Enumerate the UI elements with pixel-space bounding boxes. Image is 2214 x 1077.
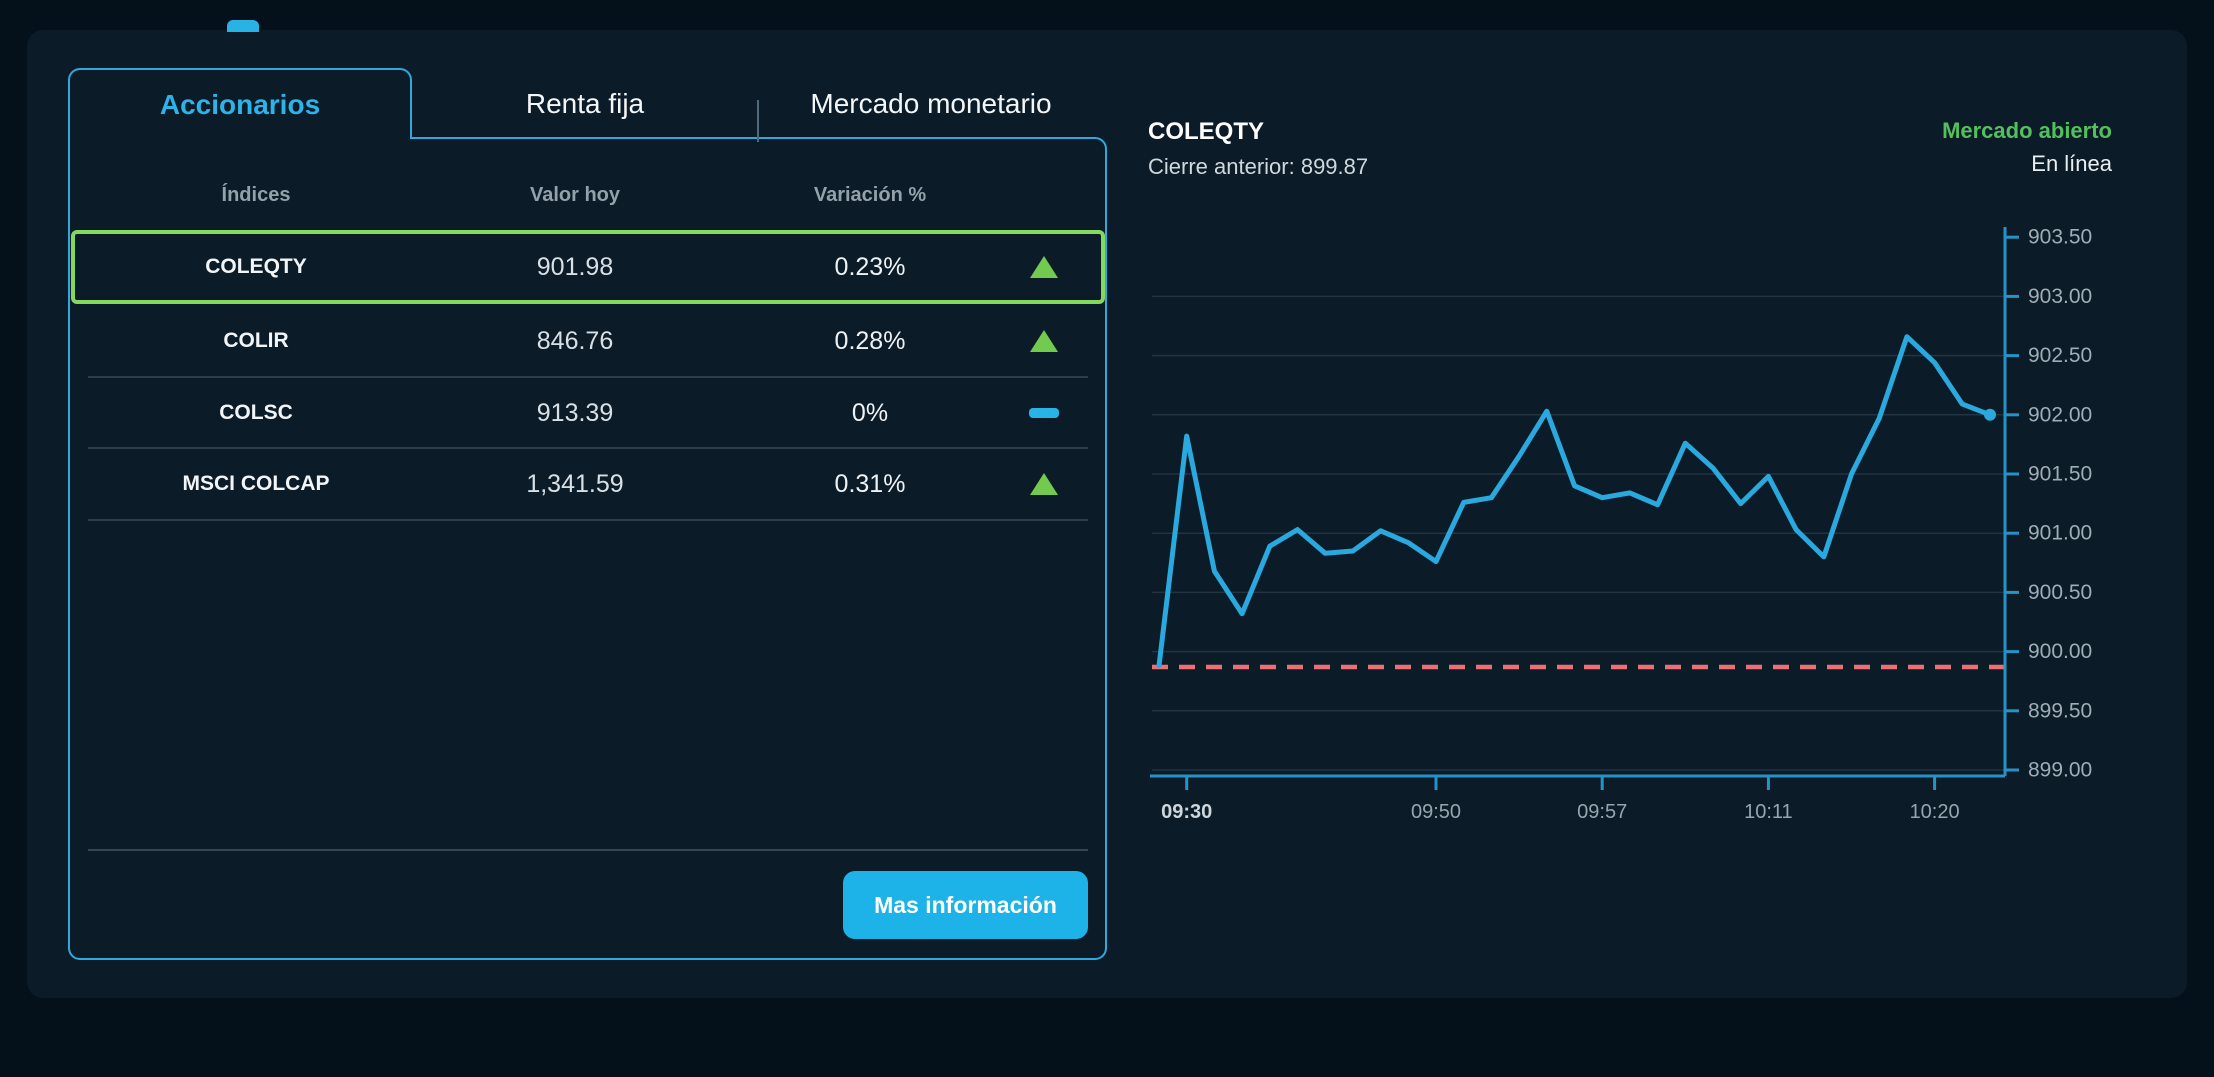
indices-panel <box>68 137 1107 960</box>
market-status-badge: Mercado abierto <box>1942 118 2112 143</box>
x-axis-label: 09:57 <box>1577 801 1627 823</box>
selected-row-highlight <box>71 230 1105 304</box>
index-change: 0.28% <box>834 327 906 355</box>
mas-informacion-button[interactable]: Mas información <box>843 871 1088 939</box>
chart-title: COLEQTY <box>1148 118 1265 145</box>
index-name: COLEQTY <box>205 255 307 278</box>
tab-accionarios[interactable]: Accionarios <box>68 68 412 139</box>
y-axis-label: 901.00 <box>2028 522 2092 545</box>
triangle-up-icon <box>1030 256 1058 278</box>
x-axis-label: 09:50 <box>1411 801 1461 823</box>
last-price-marker <box>1984 408 1996 421</box>
tab-mercado-monetario[interactable]: Mercado monetario <box>810 88 1052 119</box>
triangle-up-icon <box>1030 473 1058 495</box>
y-axis-label: 900.00 <box>2028 640 2092 663</box>
index-name: COLSC <box>219 401 293 424</box>
table-row-coleqty[interactable]: COLEQTY 901.98 0.23% <box>70 231 1105 303</box>
y-axis-label: 901.50 <box>2028 463 2092 486</box>
y-axis-label: 900.50 <box>2028 581 2092 604</box>
index-change: 0% <box>851 399 889 427</box>
y-axis-label: 899.00 <box>2028 759 2092 782</box>
index-value: 913.39 <box>536 399 614 427</box>
y-axis-label: 903.50 <box>2028 226 2092 249</box>
price-line <box>1156 334 1993 669</box>
row-separator <box>88 519 1088 521</box>
column-header-variacion: Variación % <box>813 184 927 206</box>
index-value: 846.76 <box>536 327 614 355</box>
table-row-colir[interactable]: COLIR 846.76 0.28% <box>70 305 1105 377</box>
x-axis-label: 10:20 <box>1910 801 1960 823</box>
row-separator <box>88 376 1088 378</box>
column-header-indices: Índices <box>221 184 291 206</box>
tab-divider <box>757 100 759 142</box>
index-change: 0.31% <box>834 470 906 498</box>
y-axis-label: 899.50 <box>2028 699 2092 722</box>
index-name: COLIR <box>223 329 289 352</box>
previous-close-label: Cierre anterior: 899.87 <box>1148 154 1369 179</box>
triangle-up-icon <box>1030 330 1058 352</box>
tab-renta-fija[interactable]: Renta fija <box>525 88 645 119</box>
index-value: 901.98 <box>536 253 614 281</box>
x-axis-label: 10:11 <box>1744 801 1793 823</box>
online-status-label: En línea <box>2031 151 2112 176</box>
index-name: MSCI COLCAP <box>182 472 330 495</box>
active-nav-indicator <box>227 20 259 32</box>
table-row-colsc[interactable]: COLSC 913.39 0% <box>70 377 1105 449</box>
y-axis-label: 902.00 <box>2028 403 2092 426</box>
y-axis-label: 902.50 <box>2028 344 2092 367</box>
row-separator <box>88 447 1088 449</box>
index-change: 0.23% <box>834 253 906 281</box>
x-axis-label: 09:30 <box>1161 801 1212 823</box>
table-row-msci-colcap[interactable]: MSCI COLCAP 1,341.59 0.31% <box>70 448 1105 520</box>
y-axis-label: 903.00 <box>2028 285 2092 308</box>
no-change-dash-icon <box>1029 408 1059 418</box>
index-value: 1,341.59 <box>526 470 624 498</box>
footer-divider <box>88 849 1088 851</box>
column-header-valor-hoy: Valor hoy <box>529 184 621 206</box>
